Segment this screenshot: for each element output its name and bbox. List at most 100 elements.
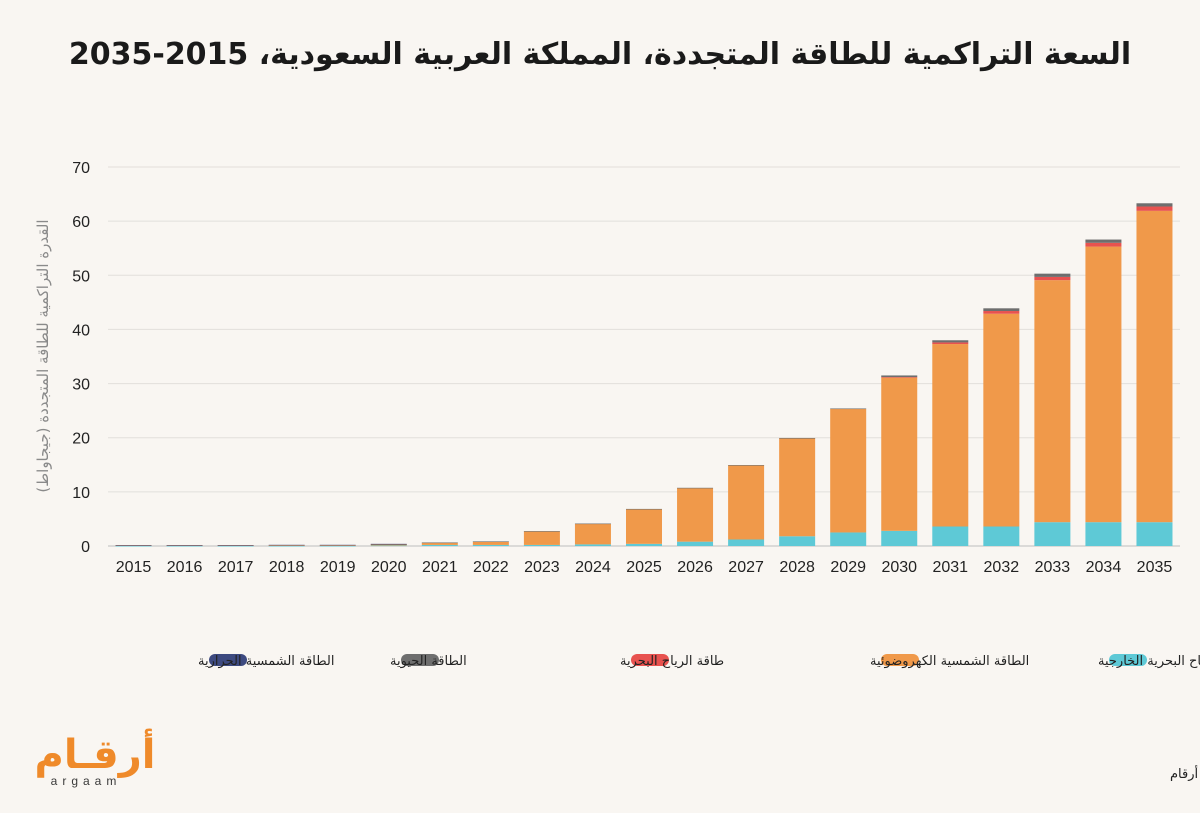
x-tick-label: 2033 [1035,559,1071,576]
legend-swatch [881,654,919,666]
logo-latin-text: argaam [51,774,122,788]
x-tick-label: 2031 [932,559,968,576]
bar-segment [881,377,918,531]
bar-segment [319,545,356,546]
legend-label: طاقة الرياح البحرية الخارجية [1098,654,1200,669]
x-tick-label: 2029 [830,559,866,576]
bar-segment [574,523,611,525]
y-tick-label: 30 [72,377,90,394]
bar-segment [472,541,509,545]
bar-segment [983,313,1020,527]
bar-segment [523,531,560,532]
bars [115,203,1173,547]
x-tick-label: 2030 [881,559,917,576]
bar-segment [830,409,867,533]
legend-label: طاقة الرياح البحرية [620,654,724,669]
bar-segment [728,465,765,466]
bar-segment [626,543,662,546]
x-tick-label: 2034 [1086,559,1122,576]
bar-segment [830,408,867,410]
bar-segment [881,375,918,378]
x-tick-label: 2024 [575,559,611,576]
bar-segment [574,523,611,545]
bar-segment [166,545,203,546]
bar-segment [319,544,356,546]
x-tick-label: 2025 [626,559,662,576]
y-tick-label: 40 [72,322,90,339]
x-tick-label: 2035 [1137,559,1173,576]
x-tick-label: 2022 [473,559,509,576]
bar-segment [932,340,969,343]
chart-title: السعة التراكمية للطاقة المتجددة، المملكة… [69,37,1131,72]
bar-segment [1034,276,1071,281]
bar-segment [574,544,611,546]
bar-segment [779,437,816,439]
x-tick-label: 2018 [269,559,305,576]
y-axis-ticks: 0 10 20 30 40 50 60 70 [72,160,90,556]
bar-segment [421,542,458,545]
x-tick-label: 2015 [116,559,152,576]
y-tick-label: 60 [72,214,90,231]
bar-segment [1136,203,1173,207]
bar-segment [1136,210,1173,523]
legend-label: الطاقة الحيوية [390,654,467,669]
y-tick-label: 50 [72,268,90,285]
y-tick-label: 0 [81,539,90,556]
bar-segment [779,438,816,537]
legend-label: الطاقة الشمسية الحرارية [198,654,334,669]
bar-segment [932,342,969,345]
legend-swatch [1109,654,1147,666]
bar-segment [319,545,356,547]
bar-segment [1085,246,1122,523]
legend-swatch [401,654,439,666]
legend: طاقة الرياح البحرية الخارجية الطاقة الشمس… [198,654,1200,669]
bar-segment [523,544,560,546]
bar-segment [115,545,152,546]
bar-segment [1034,522,1071,546]
x-tick-label: 2026 [677,559,713,576]
y-tick-label: 10 [72,485,90,502]
source-note: المصدر: جلوبال داتا / أرقام [1170,765,1200,782]
bar-segment [779,536,816,546]
bar-segment [677,487,714,489]
bar-segment [370,543,407,545]
bar-segment [370,545,407,547]
bar-segment [472,544,509,546]
legend-swatch [209,654,247,666]
bar-segment [217,545,254,547]
bar-segment [983,311,1020,314]
bar-segment [268,545,305,546]
x-tick-label: 2019 [320,559,356,576]
bar-segment [983,308,1020,312]
bar-segment [421,542,458,544]
bar-segment [166,545,203,547]
bar-segment [626,509,662,544]
bar-segment [115,545,152,547]
bar-segment [1136,522,1173,546]
bar-segment [421,544,458,546]
bar-segment [932,526,969,546]
bar-segment [268,544,305,546]
legend-label: الطاقة الشمسية الكهروضوئية [870,654,1029,669]
x-tick-label: 2017 [218,559,254,576]
bar-segment [983,526,1020,546]
bar-segment [370,544,407,546]
argaam-logo: أرقـام argaam [35,728,156,788]
bar-segment [626,508,662,510]
x-tick-label: 2027 [728,559,764,576]
y-tick-label: 70 [72,160,90,177]
bar-segment [1085,242,1122,247]
x-axis-ticks: 2015 2016 2017 2018 2019 2020 2021 2022 2023 2024… [116,559,1173,576]
bar-segment [217,545,254,546]
bar-segment [728,539,765,546]
bar-segment [268,545,305,547]
x-tick-label: 2023 [524,559,560,576]
bar-segment [677,488,714,542]
bar-segment [881,377,918,378]
bar-segment [830,532,867,546]
bar-segment [1034,273,1071,277]
y-tick-label: 20 [72,431,90,448]
x-tick-label: 2016 [167,559,203,576]
y-axis-label: القدرة التراكمية للطاقة المتجددة (جيجاوا… [34,219,52,492]
